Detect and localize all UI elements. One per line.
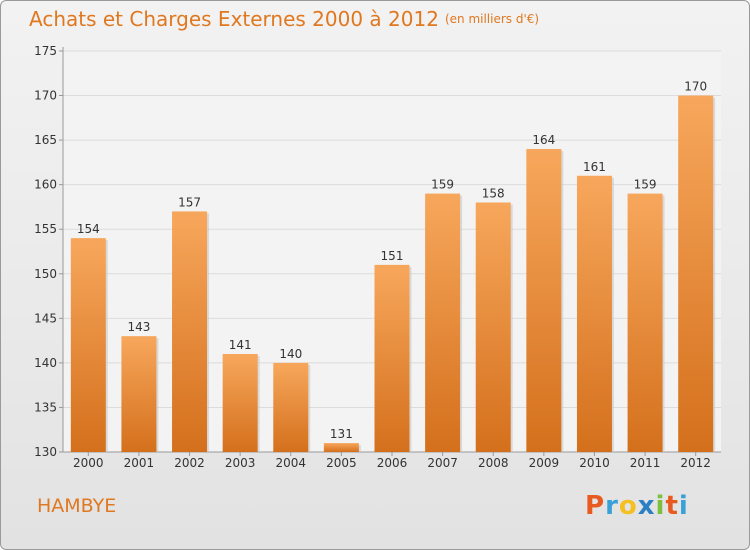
data-label: 159 xyxy=(634,178,657,192)
data-label: 159 xyxy=(431,178,454,192)
y-tick-label: 160 xyxy=(34,178,57,192)
bar xyxy=(172,211,208,452)
data-label: 161 xyxy=(583,160,606,174)
logo-letter: i xyxy=(678,491,689,521)
y-tick-label: 145 xyxy=(34,311,57,325)
bar xyxy=(425,193,461,453)
data-label: 158 xyxy=(482,186,505,200)
data-label: 151 xyxy=(381,249,404,263)
x-tick-label: 2003 xyxy=(225,456,256,470)
logo-letter: P xyxy=(585,491,606,521)
logo-letter: x xyxy=(637,491,656,521)
x-tick-label: 2004 xyxy=(275,456,306,470)
data-label: 141 xyxy=(229,338,252,352)
bar xyxy=(526,149,562,452)
proxiti-logo: Proxiti xyxy=(585,491,689,521)
logo-letter: t xyxy=(665,491,679,521)
x-tick-label: 2002 xyxy=(174,456,205,470)
data-label: 164 xyxy=(532,133,555,147)
place-name: HAMBYE xyxy=(37,495,117,517)
bar xyxy=(627,193,663,453)
bar xyxy=(273,362,309,452)
y-tick-label: 165 xyxy=(34,133,57,147)
x-tick-label: 2011 xyxy=(630,456,661,470)
y-tick-label: 150 xyxy=(34,267,57,281)
logo-letter: i xyxy=(655,491,666,521)
logo-letter: o xyxy=(618,491,638,521)
data-label: 154 xyxy=(77,222,100,236)
bar xyxy=(323,443,359,452)
bar xyxy=(222,353,258,452)
chart-subtitle: (en milliers d'€) xyxy=(444,12,540,26)
x-tick-label: 2007 xyxy=(427,456,458,470)
y-tick-label: 155 xyxy=(34,222,57,236)
y-tick-label: 130 xyxy=(34,445,57,459)
data-label: 170 xyxy=(684,80,707,94)
x-tick-label: 2008 xyxy=(478,456,509,470)
title-text: Achats et Charges Externes 2000 à 2012 xyxy=(29,7,439,31)
bar xyxy=(475,202,511,452)
y-tick-label: 135 xyxy=(34,400,57,414)
logo-letter: r xyxy=(605,491,619,521)
x-tick-label: 2001 xyxy=(124,456,155,470)
bar xyxy=(678,95,714,453)
data-label: 143 xyxy=(127,320,150,334)
x-tick-label: 2010 xyxy=(579,456,610,470)
x-tick-label: 2000 xyxy=(73,456,104,470)
bar xyxy=(374,264,410,452)
data-label: 157 xyxy=(178,195,201,209)
y-tick-label: 170 xyxy=(34,89,57,103)
chart-title: Achats et Charges Externes 2000 à 2012 (e… xyxy=(29,7,539,31)
bar xyxy=(121,336,157,452)
data-label: 140 xyxy=(279,347,302,361)
bar xyxy=(576,175,612,452)
x-tick-label: 2005 xyxy=(326,456,357,470)
x-tick-label: 2012 xyxy=(680,456,711,470)
x-tick-label: 2009 xyxy=(529,456,560,470)
data-label: 131 xyxy=(330,427,353,441)
bar xyxy=(70,238,106,452)
y-tick-label: 140 xyxy=(34,356,57,370)
x-tick-label: 2006 xyxy=(377,456,408,470)
y-tick-label: 175 xyxy=(34,44,57,58)
